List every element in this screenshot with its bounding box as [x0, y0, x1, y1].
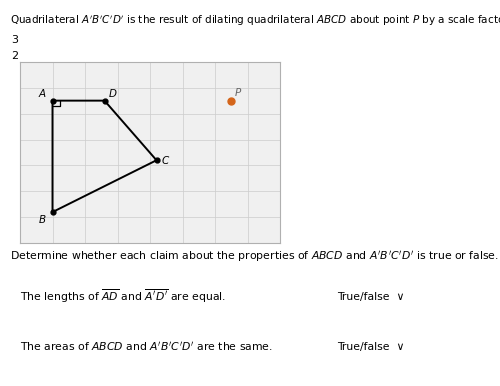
Text: True/false  ∨: True/false ∨ [338, 292, 405, 302]
Text: 2: 2 [11, 51, 18, 61]
Text: $D$: $D$ [108, 87, 117, 99]
Text: $A$: $A$ [38, 87, 46, 99]
Text: The lengths of $\overline{AD}$ and $\overline{A'D'}$ are equal.: The lengths of $\overline{AD}$ and $\ove… [20, 288, 226, 305]
Text: $P$: $P$ [234, 86, 242, 98]
Text: $B$: $B$ [38, 213, 46, 225]
Text: True/false  ∨: True/false ∨ [338, 342, 405, 352]
Text: Determine whether each claim about the properties of $ABCD$ and $A'B'C'D'$ is tr: Determine whether each claim about the p… [10, 249, 499, 264]
Text: 3: 3 [11, 35, 18, 45]
Text: $C$: $C$ [162, 154, 170, 166]
Text: Quadrilateral $A'B'C'D'$ is the result of dilating quadrilateral $ABCD$ about po: Quadrilateral $A'B'C'D'$ is the result o… [10, 14, 500, 28]
Text: The areas of $ABCD$ and $A'B'C'D'$ are the same.: The areas of $ABCD$ and $A'B'C'D'$ are t… [20, 340, 272, 353]
